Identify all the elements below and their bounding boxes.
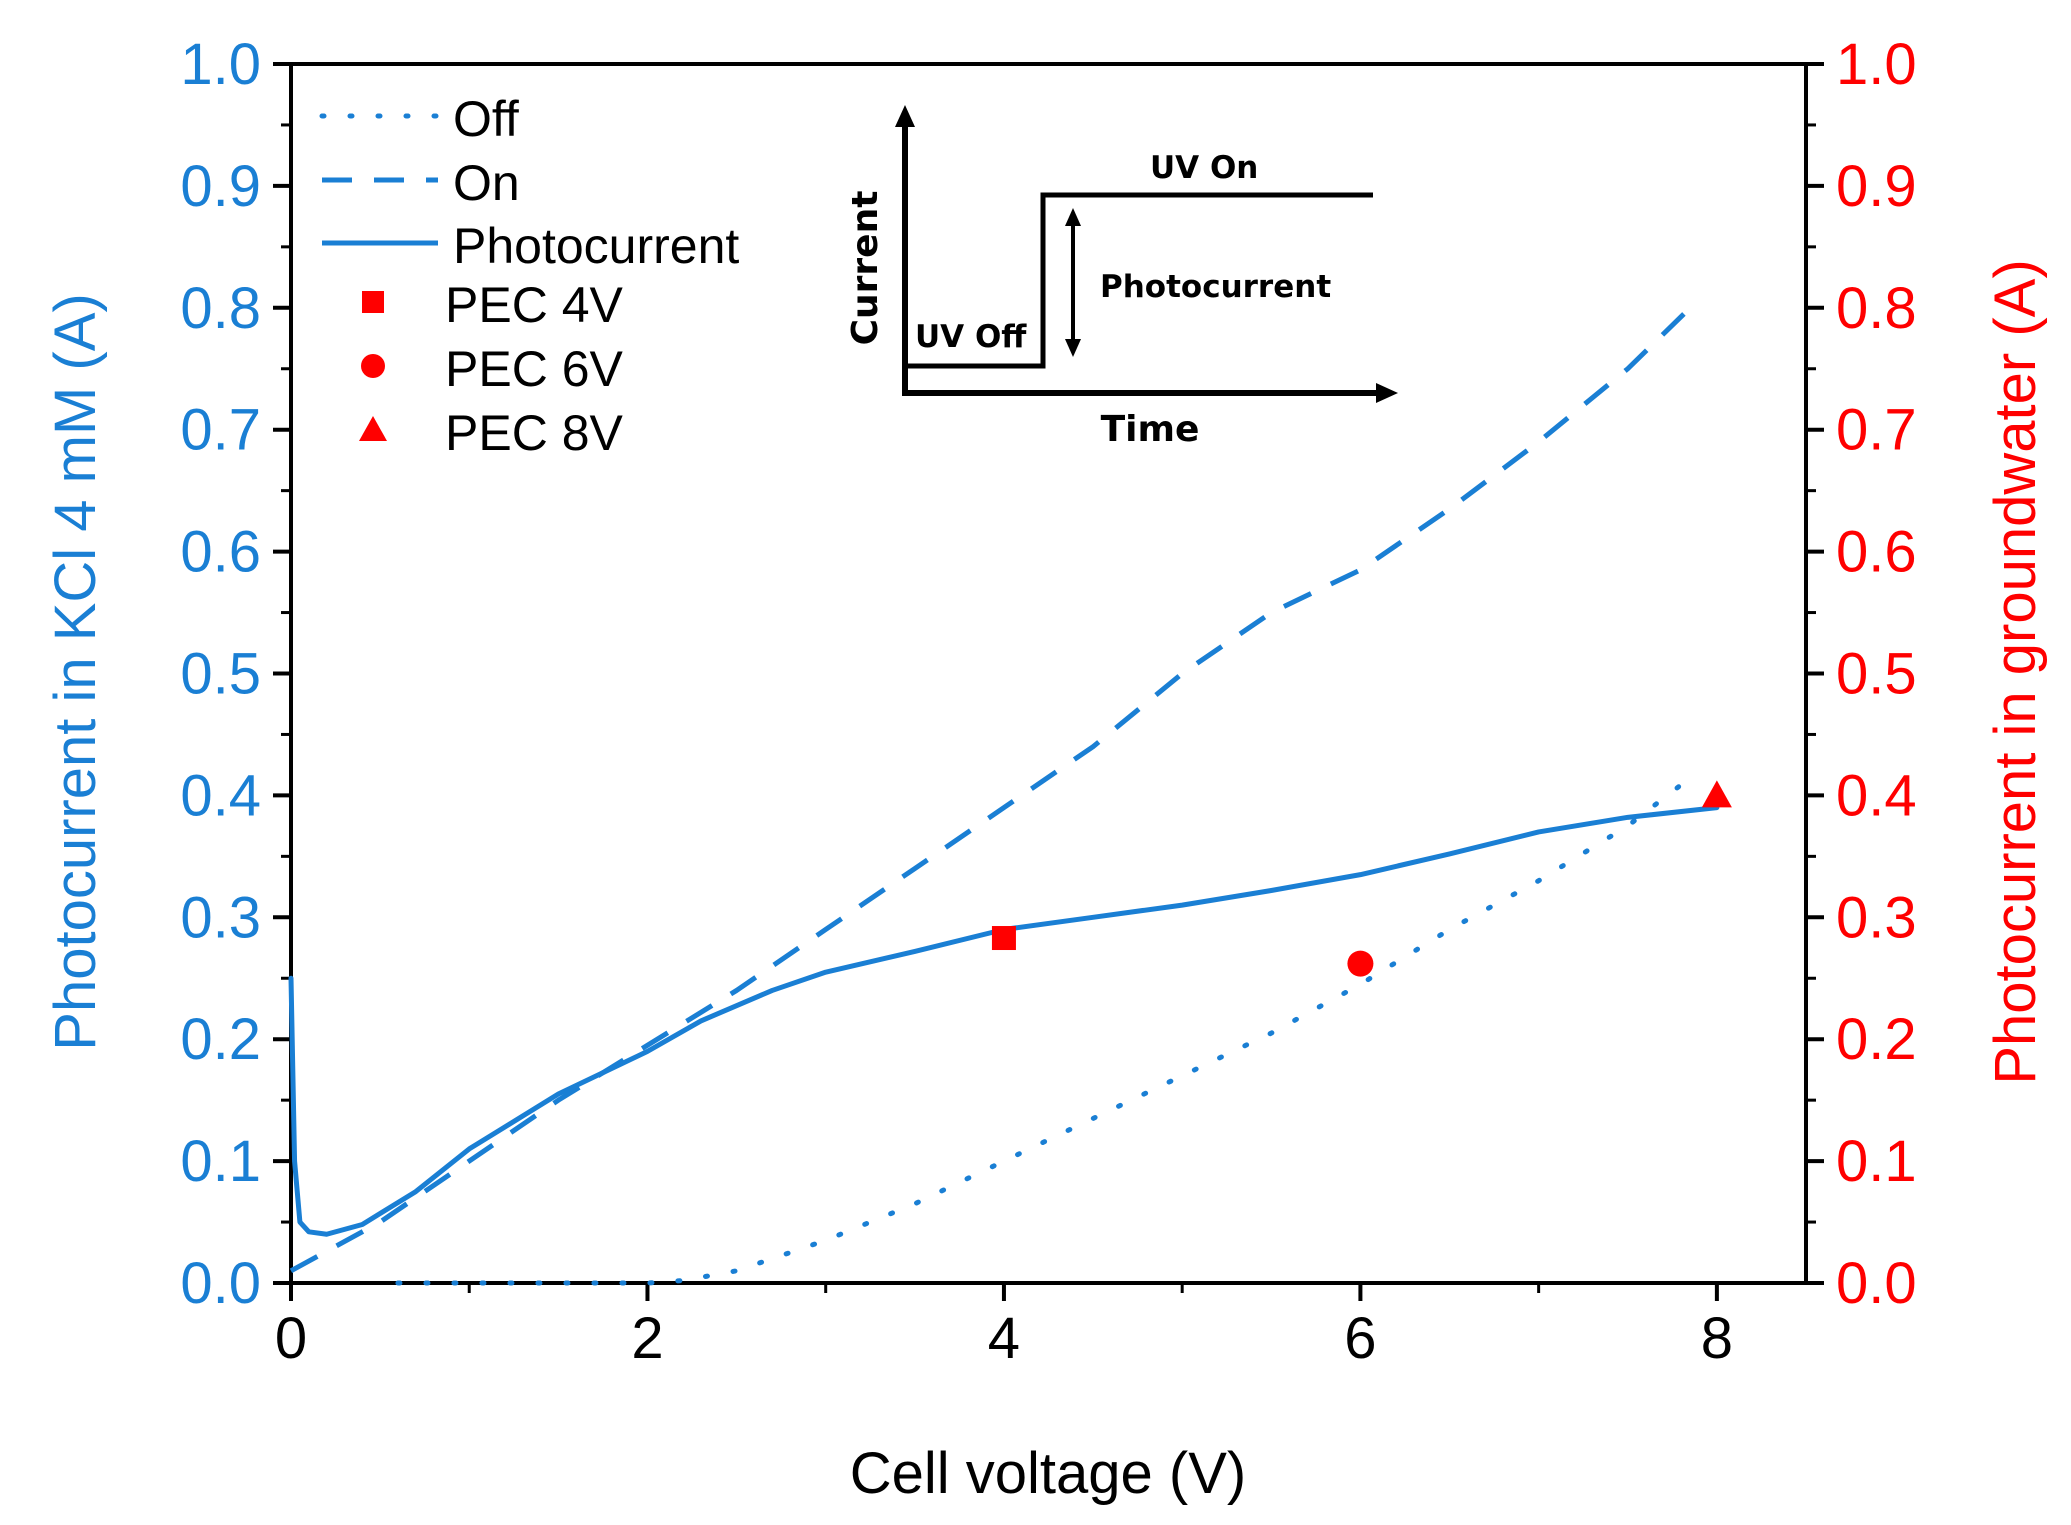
y-right-axis-label: Photocurrent in groundwater (A) [1983,259,2048,1084]
y-right-tick-label: 0.4 [1836,763,1917,828]
inset-uv-off-label: UV Off [915,319,1027,355]
legend-pec-6v-swatch [361,354,385,378]
y-left-axis-label: Photocurrent in KCl 4 mM (A) [43,293,108,1050]
legend-pec-8v-swatch [359,416,387,441]
x-tick-label: 2 [631,1306,663,1371]
y-right-tick-label: 0.3 [1836,885,1917,950]
y-right-tick-label: 0.2 [1836,1007,1917,1072]
y-right-tick-label: 0.8 [1836,276,1917,341]
y-left-tick-label: 0.4 [180,763,261,828]
series-off-line [395,768,1702,1286]
y-left-tick-label: 0.2 [180,1007,261,1072]
marker-pec-6v [1347,950,1374,977]
series-photocurrent-line [288,805,1720,1237]
y-left-axis-ticks: 0.0 0.1 0.2 0.3 0.4 0.5 0.6 0.7 0.8 0.9 1.0 [180,32,291,1316]
inset-delta-arrowhead-up [1065,208,1081,226]
y-left-tick-label: 0.3 [180,885,261,950]
marker-pec-4v [991,926,1016,951]
y-left-tick-label: 0.6 [180,520,261,585]
series-group [288,306,1732,1286]
x-axis-ticks: 0 2 4 6 8 [275,1283,1733,1371]
inset-step-line [905,192,1373,369]
legend-pec-4v-swatch [362,291,384,313]
inset-schematic: UV Off UV On Photocurrent Time Current [845,105,1398,450]
x-tick-label: 4 [988,1306,1020,1371]
y-left-tick-label: 0.9 [180,154,261,219]
y-left-tick-label: 1.0 [180,32,261,97]
y-left-tick-label: 0.5 [180,642,261,707]
y-right-axis-ticks: 0.0 0.1 0.2 0.3 0.4 0.5 0.6 0.7 0.8 0.9 1.0 [1806,32,1917,1316]
inset-time-label: Time [1101,409,1200,450]
y-right-tick-label: 0.6 [1836,520,1917,585]
legend-off-label: Off [453,91,519,147]
x-tick-label: 8 [1701,1306,1733,1371]
series-on-line [289,306,1692,1274]
inset-photocurrent-label: Photocurrent [1100,269,1331,305]
inset-x-arrowhead [1376,383,1398,403]
inset-uv-on-label: UV On [1150,150,1258,186]
legend-photocurrent-label: Photocurrent [453,218,739,274]
legend-pec-6v-label: PEC 6V [445,341,624,397]
x-axis-label: Cell voltage (V) [850,1441,1246,1506]
y-right-tick-label: 0.1 [1836,1129,1917,1194]
y-right-tick-label: 0.0 [1836,1251,1917,1316]
legend-on-label: On [453,155,520,211]
x-tick-label: 6 [1344,1306,1376,1371]
y-right-tick-label: 0.9 [1836,154,1917,219]
y-left-tick-label: 0.7 [180,398,261,463]
legend-pec-4v-label: PEC 4V [445,277,624,333]
y-left-tick-label: 0.1 [180,1129,261,1194]
y-left-tick-label: 0.8 [180,276,261,341]
inset-current-label: Current [845,191,886,346]
y-right-tick-label: 1.0 [1836,32,1917,97]
legend-pec-8v-label: PEC 8V [445,405,624,461]
inset-delta-arrowhead-down [1065,339,1081,357]
y-left-tick-label: 0.0 [180,1251,261,1316]
y-right-tick-label: 0.5 [1836,642,1917,707]
inset-y-arrowhead [895,105,915,127]
x-tick-label: 0 [275,1306,307,1371]
marker-pec-8v [1701,780,1732,808]
y-right-tick-label: 0.7 [1836,398,1917,463]
